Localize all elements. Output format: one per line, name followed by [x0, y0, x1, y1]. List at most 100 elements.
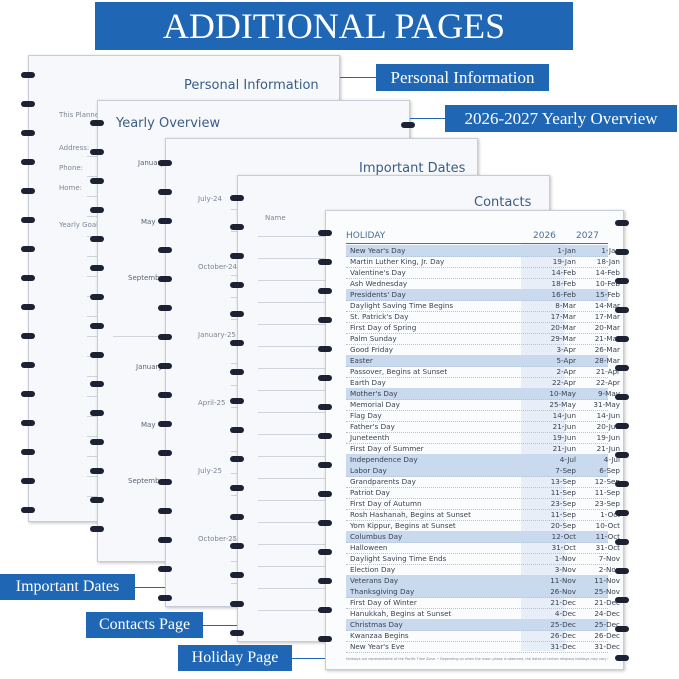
- table-row: Thanksgiving Day 26-Nov 25-Nov: [346, 586, 620, 598]
- date-cell: 18-Jan: [596, 257, 620, 266]
- line: [258, 434, 333, 435]
- date-cell: 22-Apr: [551, 378, 576, 387]
- spiral-coil: [158, 508, 172, 514]
- date-cell: 2-Nov: [598, 565, 620, 574]
- spiral-coil: [21, 217, 35, 223]
- date-cell: 14-Feb: [551, 268, 576, 277]
- table-row: Father's Day 21-Jun 20-Jun: [346, 421, 620, 433]
- month-name: September: [128, 477, 167, 485]
- date-cell: 12-Sep: [594, 477, 620, 486]
- callout: Personal Information: [376, 64, 549, 91]
- spiral-coil: [318, 259, 332, 265]
- page-title: Yearly Overview: [116, 116, 221, 131]
- callout: Important Dates: [0, 574, 135, 600]
- date-cell: 20-Mar: [550, 323, 576, 332]
- line: [258, 522, 333, 523]
- spiral-coil: [21, 478, 35, 484]
- column-header: 2027: [576, 231, 599, 241]
- spiral-coil: [615, 626, 629, 632]
- table-row: Daylight Saving Time Ends 1-Nov 7-Nov: [346, 553, 620, 565]
- spiral-coil: [158, 537, 172, 543]
- spiral-coil: [21, 507, 35, 513]
- title-banner: ADDITIONAL PAGES: [95, 2, 573, 50]
- spiral-coil: [318, 607, 332, 613]
- holiday-name: Halloween: [350, 543, 388, 552]
- spiral-coil: [21, 72, 35, 78]
- date-cell: 21-Apr: [595, 367, 620, 376]
- holiday-page: HOLIDAY 2026 2027 New Year's Day 1-Jan 1-Jan M…: [325, 210, 624, 670]
- spiral-coil: [230, 427, 244, 433]
- spiral-coil: [230, 340, 244, 346]
- holiday-name: Grandparents Day: [350, 477, 416, 486]
- date-cell: 18-Feb: [551, 279, 576, 288]
- spiral-coil: [90, 236, 104, 242]
- callout: Contacts Page: [86, 612, 203, 638]
- holiday-name: Daylight Saving Time Begins: [350, 301, 454, 310]
- spiral-coil: [90, 294, 104, 300]
- spiral-coil: [90, 381, 104, 387]
- field-label: Phone:: [59, 164, 84, 172]
- date-label: October-25: [198, 535, 237, 543]
- table-row: Christmas Day 25-Dec 25-Dec: [346, 619, 620, 631]
- line: [258, 346, 333, 347]
- date-cell: 17-Mar: [550, 312, 576, 321]
- spiral-coil: [615, 278, 629, 284]
- date-label: April-25: [198, 399, 226, 407]
- date-label: October-24: [198, 263, 237, 271]
- holiday-name: New Year's Day: [350, 246, 406, 255]
- line: [258, 566, 333, 567]
- spiral-coil: [21, 391, 35, 397]
- date-cell: 11-Oct: [595, 532, 620, 541]
- holiday-name: Good Friday: [350, 345, 393, 354]
- holiday-name: Christmas Day: [350, 620, 403, 629]
- table-row: Halloween 31-Oct 31-Oct: [346, 542, 620, 554]
- spiral-coil: [21, 304, 35, 310]
- line: [258, 456, 333, 457]
- date-cell: 12-Oct: [551, 532, 576, 541]
- holiday-name: Rosh Hashanah, Begins at Sunset: [350, 510, 471, 519]
- holiday-name: Yom Kippur, Begins at Sunset: [350, 521, 456, 530]
- holiday-name: Passover, Begins at Sunset: [350, 367, 448, 376]
- spiral-coil: [90, 410, 104, 416]
- pointer: [203, 625, 237, 626]
- spiral-coil: [615, 655, 629, 661]
- spiral-coil: [158, 247, 172, 253]
- spiral-coil: [21, 362, 35, 368]
- date-cell: 20-Jun: [596, 422, 620, 431]
- spiral-coil: [230, 485, 244, 491]
- header-rule: [346, 243, 608, 244]
- date-cell: 11-Sep: [550, 510, 576, 519]
- spiral-coil: [158, 363, 172, 369]
- spiral-coil: [90, 526, 104, 532]
- spiral-coil: [230, 543, 244, 549]
- date-cell: 11-Sep: [594, 488, 620, 497]
- line: [258, 390, 333, 391]
- pointer: [410, 118, 445, 119]
- table-row: Presidents' Day 16-Feb 15-Feb: [346, 289, 620, 301]
- spiral-coil: [90, 265, 104, 271]
- date-cell: 14-Mar: [594, 301, 620, 310]
- spiral-coil: [90, 207, 104, 213]
- holiday-name: Martin Luther King, Jr. Day: [350, 257, 445, 266]
- spiral-coil: [615, 365, 629, 371]
- date-cell: 22-Apr: [595, 378, 620, 387]
- date-label: July-25: [198, 467, 222, 475]
- date-cell: 21-Mar: [594, 334, 620, 343]
- date-cell: 17-Mar: [594, 312, 620, 321]
- spiral-coil: [615, 510, 629, 516]
- holiday-name: First Day of Spring: [350, 323, 417, 332]
- line: [258, 478, 333, 479]
- holiday-name: Flag Day: [350, 411, 382, 420]
- table-row: Daylight Saving Time Begins 8-Mar 14-Mar: [346, 300, 620, 312]
- spiral-coil: [230, 253, 244, 259]
- table-row: New Year's Eve 31-Dec 31-Dec: [346, 641, 620, 653]
- spiral-coil: [318, 404, 332, 410]
- field-label: This Planner: [59, 111, 103, 119]
- month-name: May: [141, 421, 156, 429]
- date-cell: 25-Nov: [594, 587, 620, 596]
- holiday-name: Election Day: [350, 565, 396, 574]
- month-name: May: [141, 218, 156, 226]
- field-label: Name: [265, 214, 286, 222]
- date-cell: 3-Apr: [556, 345, 576, 354]
